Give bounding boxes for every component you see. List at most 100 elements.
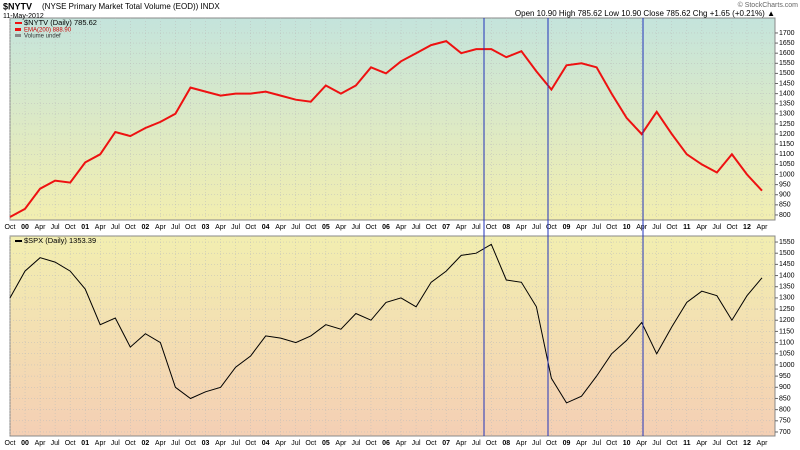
x-tick-label: Apr — [215, 224, 227, 231]
x-tick-label: Oct — [486, 440, 497, 447]
legend-label: EMA(200) 888.90 — [24, 28, 72, 34]
x-tick-label: Oct — [726, 224, 737, 231]
y-tick-label: 800 — [779, 212, 791, 219]
x-tick-label: Oct — [426, 440, 437, 447]
y-tick-label: 1400 — [779, 90, 795, 97]
x-tick-label: Apr — [757, 224, 769, 231]
x-tick-label: Apr — [155, 440, 167, 447]
x-tick-label: Oct — [125, 224, 136, 231]
x-tick-label: Oct — [5, 440, 16, 447]
x-tick-label: Apr — [636, 440, 648, 447]
x-tick-label: 05 — [322, 440, 330, 447]
y-tick-label: 1000 — [779, 171, 795, 178]
x-tick-label: Jul — [712, 224, 721, 231]
y-tick-label: 1650 — [779, 40, 795, 47]
y-tick-label: 700 — [779, 429, 791, 436]
x-tick-label: Apr — [456, 440, 468, 447]
x-tick-label: 03 — [202, 224, 210, 231]
x-tick-label: Apr — [95, 224, 107, 231]
x-tick-label: Oct — [726, 440, 737, 447]
x-tick-label: Jul — [231, 224, 240, 231]
x-tick-label: Jul — [231, 440, 240, 447]
legend-label: Volume undef — [24, 34, 61, 40]
x-tick-label: Jul — [171, 224, 180, 231]
legend-label: $SPX (Daily) 1353.39 — [24, 236, 96, 245]
x-tick-label: Apr — [35, 224, 47, 231]
x-tick-label: Jul — [532, 440, 541, 447]
x-tick-label: Apr — [696, 224, 708, 231]
x-tick-label: Oct — [606, 440, 617, 447]
x-tick-label: Oct — [426, 224, 437, 231]
x-tick-label: Apr — [516, 224, 528, 231]
x-tick-label: Jul — [712, 440, 721, 447]
legend-label: $NYTV (Daily) 785.62 — [24, 18, 97, 27]
y-tick-label: 1550 — [779, 60, 795, 67]
plots: 8008509009501000105011001150120012501300… — [5, 18, 795, 447]
x-tick-label: 08 — [502, 440, 510, 447]
x-tick-label: 10 — [623, 224, 631, 231]
x-tick-label: 07 — [442, 224, 450, 231]
x-tick-label: Jul — [592, 440, 601, 447]
x-tick-label: 02 — [141, 224, 149, 231]
x-tick-label: Apr — [516, 440, 528, 447]
y-tick-label: 850 — [779, 395, 791, 402]
x-tick-label: Jul — [111, 440, 120, 447]
x-tick-label: Jul — [171, 440, 180, 447]
y-tick-label: 1100 — [779, 339, 794, 346]
series-line — [9, 243, 763, 404]
x-tick-label: Apr — [396, 440, 408, 447]
x-tick-label: Jul — [291, 440, 300, 447]
x-tick-label: Oct — [366, 440, 377, 447]
y-tick-label: 800 — [779, 406, 791, 413]
legend-swatch — [15, 28, 21, 31]
x-tick-label: Apr — [35, 440, 47, 447]
x-tick-label: Apr — [757, 440, 769, 447]
y-tick-label: 1150 — [779, 328, 794, 335]
y-tick-label: 1350 — [779, 101, 795, 108]
x-tick-label: 12 — [743, 224, 751, 231]
y-tick-label: 1400 — [779, 272, 795, 279]
x-tick-label: Oct — [125, 440, 136, 447]
x-tick-label: Oct — [666, 224, 677, 231]
y-tick-label: 1150 — [779, 141, 794, 148]
x-tick-label: 01 — [81, 440, 89, 447]
symbol: $NYTV — [3, 1, 32, 11]
y-tick-label: 1050 — [779, 351, 795, 358]
y-tick-label: 1450 — [779, 80, 795, 87]
panel-bottom — [9, 235, 776, 437]
x-tick-label: 03 — [202, 440, 210, 447]
x-tick-label: Jul — [51, 440, 60, 447]
x-tick-label: Jul — [652, 224, 661, 231]
y-tick-label: 1250 — [779, 306, 795, 313]
y-tick-label: 1100 — [779, 151, 794, 158]
x-tick-label: Apr — [275, 440, 287, 447]
y-tick-label: 1200 — [779, 317, 795, 324]
x-tick-label: Jul — [291, 224, 300, 231]
x-tick-label: Oct — [245, 224, 256, 231]
x-tick-label: 09 — [563, 224, 571, 231]
x-tick-label: 10 — [623, 440, 631, 447]
y-tick-label: 1200 — [779, 131, 795, 138]
series-line — [9, 40, 763, 218]
x-tick-label: Jul — [412, 224, 421, 231]
x-tick-label: 07 — [442, 440, 450, 447]
y-tick-label: 1250 — [779, 121, 795, 128]
x-tick-label: 04 — [262, 440, 270, 447]
x-tick-label: 00 — [21, 440, 29, 447]
x-tick-label: Jul — [532, 224, 541, 231]
x-tick-label: Oct — [245, 440, 256, 447]
title: (NYSE Primary Market Total Volume (EOD))… — [42, 2, 220, 11]
y-tick-label: 750 — [779, 418, 791, 425]
x-tick-label: Apr — [215, 440, 227, 447]
y-tick-label: 1550 — [779, 239, 795, 246]
x-tick-label: Oct — [305, 224, 316, 231]
y-tick-label: 1000 — [779, 362, 795, 369]
credit: © StockCharts.com — [738, 1, 799, 9]
y-tick-label: 950 — [779, 373, 791, 380]
x-tick-label: Jul — [652, 440, 661, 447]
y-tick-label: 1700 — [779, 30, 795, 37]
quote: Open 10.90 High 785.62 Low 10.90 Close 7… — [515, 9, 775, 18]
y-tick-label: 1600 — [779, 50, 795, 57]
x-tick-label: Jul — [592, 224, 601, 231]
x-tick-label: Apr — [576, 440, 588, 447]
